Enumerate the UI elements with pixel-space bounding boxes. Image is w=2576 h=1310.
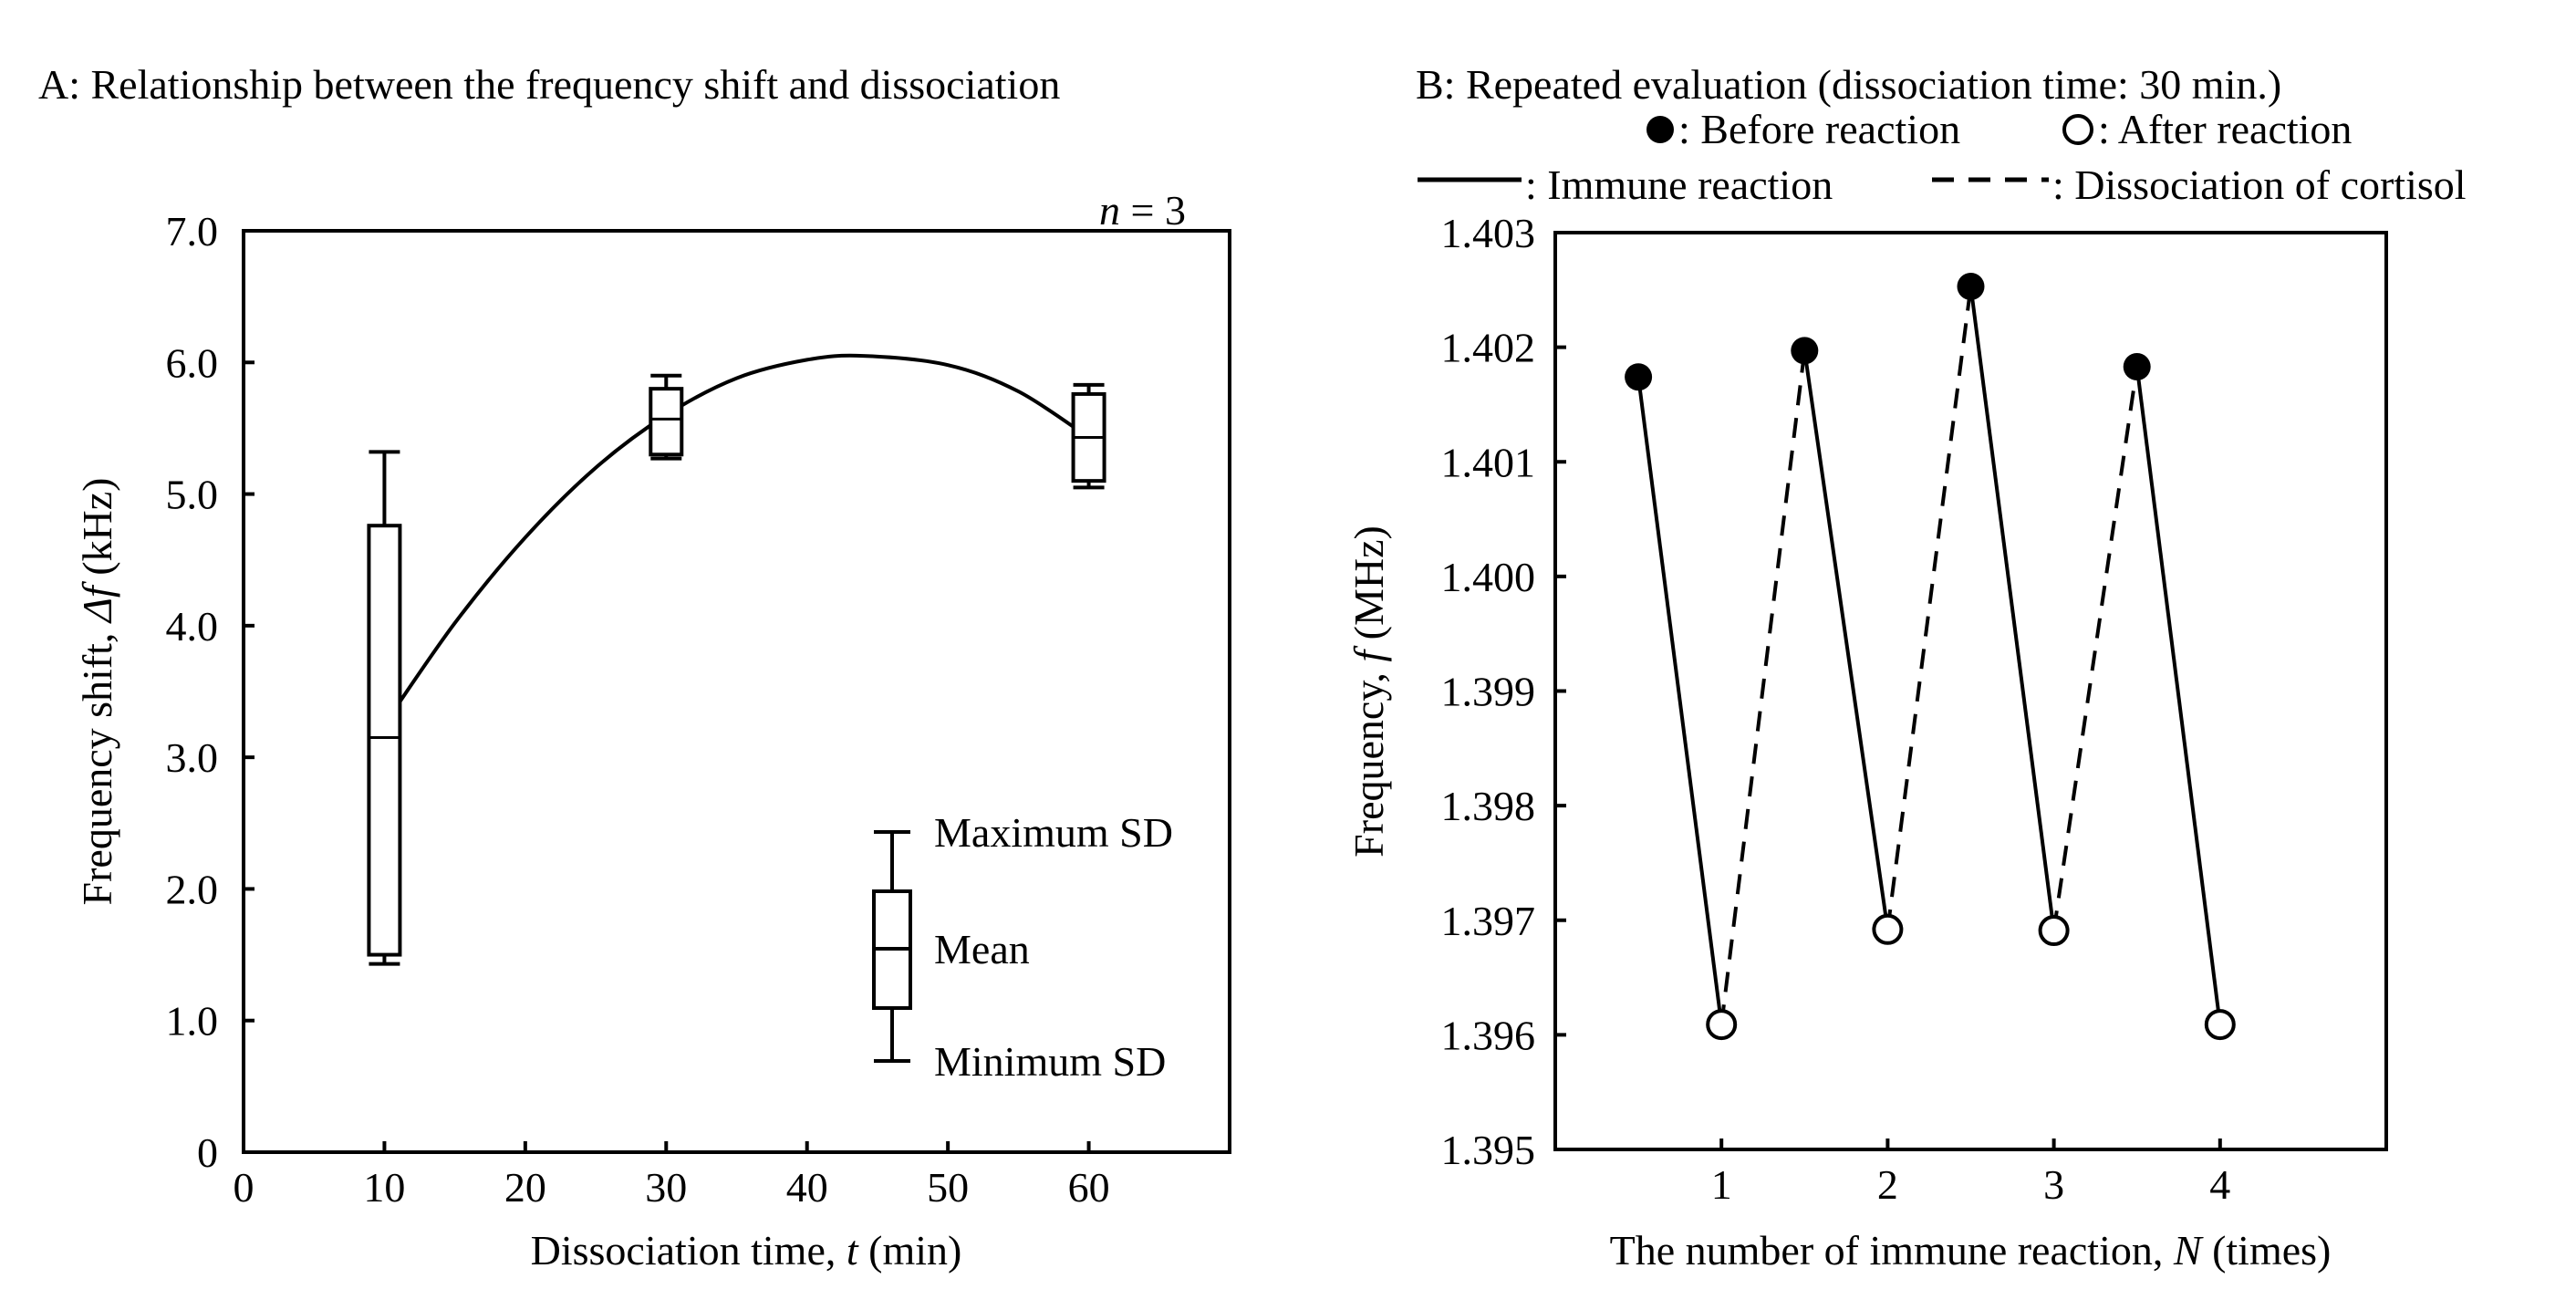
panel-a-n-annotation: n = 3 bbox=[1099, 187, 1186, 234]
x-tick-label: 1 bbox=[1711, 1161, 1732, 1208]
after-reaction-point bbox=[2204, 1009, 2236, 1041]
x-tick-label: 30 bbox=[645, 1164, 687, 1211]
box-body bbox=[367, 524, 402, 957]
x-tick-label: 3 bbox=[2043, 1161, 2064, 1208]
box-plot bbox=[649, 373, 684, 461]
x-tick-label: 50 bbox=[927, 1164, 969, 1211]
before-reaction-point bbox=[1625, 363, 1653, 391]
x-tick-label: 60 bbox=[1068, 1164, 1110, 1211]
after-reaction-point bbox=[1872, 913, 1904, 945]
y-tick-label: 2.0 bbox=[166, 866, 219, 912]
x-tick-label: 0 bbox=[234, 1164, 254, 1211]
legend-max-label: Maximum SD bbox=[934, 809, 1173, 856]
y-tick-label: 7.0 bbox=[166, 208, 219, 255]
x-tick-label: 2 bbox=[1877, 1161, 1898, 1208]
panel-b: B: Repeated evaluation (dissociation tim… bbox=[1345, 61, 2467, 1274]
immune-reaction-segment bbox=[2135, 366, 2222, 1025]
panel-a-title: A: Relationship between the frequency sh… bbox=[38, 61, 1060, 108]
panel-b-legend: : Before reaction : After reaction : Imm… bbox=[1418, 106, 2467, 208]
y-tick-label: 5.0 bbox=[166, 472, 219, 518]
y-tick-label: 1.0 bbox=[166, 998, 219, 1045]
y-tick-label: 3.0 bbox=[166, 734, 219, 781]
y-tick-label: 0 bbox=[197, 1129, 218, 1176]
before-reaction-point bbox=[1791, 337, 1819, 365]
x-tick-label: 20 bbox=[504, 1164, 546, 1211]
y-tick-label: 1.401 bbox=[1441, 439, 1536, 485]
x-tick-label: 40 bbox=[786, 1164, 828, 1211]
immune-reaction-segment bbox=[1636, 377, 1724, 1025]
panel-b-y-ticks: 1.395 1.396 1.397 1.398 1.399 1.400 1.401 1.402… bbox=[1441, 210, 1566, 1173]
panel-a-box-legend: Maximum SD Mean Minimum SD bbox=[872, 809, 1173, 1085]
y-tick-label: 1.399 bbox=[1441, 669, 1536, 715]
box-plot bbox=[367, 450, 402, 966]
y-tick-label: 1.396 bbox=[1441, 1012, 1536, 1058]
dissociation-segment bbox=[2051, 366, 2139, 931]
y-tick-label: 1.402 bbox=[1441, 325, 1536, 371]
legend-dissociation-label: : Dissociation of cortisol bbox=[2052, 161, 2467, 208]
panel-b-title: B: Repeated evaluation (dissociation tim… bbox=[1416, 61, 2281, 108]
after-reaction-point bbox=[1706, 1009, 1738, 1041]
y-tick-label: 6.0 bbox=[166, 339, 219, 386]
dissociation-segment bbox=[1885, 286, 1973, 931]
box-plot bbox=[1071, 382, 1106, 490]
panel-b-series-points bbox=[1625, 273, 2236, 1041]
panel-a-x-ticks: 0 10 20 30 40 50 60 bbox=[234, 1141, 1110, 1211]
legend-min-label: Minimum SD bbox=[934, 1038, 1166, 1085]
legend-before-label: : Before reaction bbox=[1678, 106, 1960, 152]
y-tick-label: 1.395 bbox=[1441, 1127, 1536, 1173]
panel-a: A: Relationship between the frequency sh… bbox=[38, 61, 1231, 1274]
x-tick-label: 10 bbox=[363, 1164, 405, 1211]
panel-b-x-ticks: 1 2 3 4 bbox=[1711, 1138, 2230, 1208]
immune-reaction-segment bbox=[1968, 286, 2056, 931]
y-tick-label: 1.397 bbox=[1441, 898, 1536, 944]
panel-b-series-lines bbox=[1636, 286, 2222, 1025]
y-tick-label: 1.398 bbox=[1441, 783, 1536, 829]
y-tick-label: 4.0 bbox=[166, 603, 219, 650]
before-reaction-point bbox=[2123, 352, 2151, 380]
panel-a-plot-frame bbox=[242, 229, 1231, 1154]
panel-a-y-axis-label: Frequency shift, Δf (kHz) bbox=[74, 478, 120, 906]
panel-b-y-axis-label: Frequency, f (MHz) bbox=[1345, 525, 1392, 858]
before-reaction-point bbox=[1957, 273, 1985, 301]
panel-a-y-ticks: 0 1.0 2.0 3.0 4.0 5.0 6.0 7.0 bbox=[166, 208, 254, 1176]
legend-after-label: : After reaction bbox=[2098, 106, 2352, 152]
after-reaction-point bbox=[2038, 915, 2070, 947]
panel-a-boxes bbox=[367, 373, 1106, 966]
legend-filled-marker bbox=[1646, 116, 1674, 143]
immune-reaction-segment bbox=[1802, 350, 1890, 931]
legend-open-marker bbox=[2062, 114, 2093, 145]
y-tick-label: 1.403 bbox=[1441, 210, 1536, 256]
panel-b-x-axis-label: The number of immune reaction, N (times) bbox=[1610, 1227, 2332, 1274]
legend-mean-label: Mean bbox=[934, 926, 1030, 972]
panel-a-x-axis-label: Dissociation time, t (min) bbox=[531, 1227, 962, 1274]
legend-immune-label: : Immune reaction bbox=[1525, 161, 1833, 208]
box-body bbox=[649, 387, 684, 457]
x-tick-label: 4 bbox=[2209, 1161, 2230, 1208]
y-tick-label: 1.400 bbox=[1441, 554, 1536, 600]
dissociation-segment bbox=[1719, 350, 1807, 1025]
panel-a-fit-curve bbox=[382, 353, 1090, 726]
